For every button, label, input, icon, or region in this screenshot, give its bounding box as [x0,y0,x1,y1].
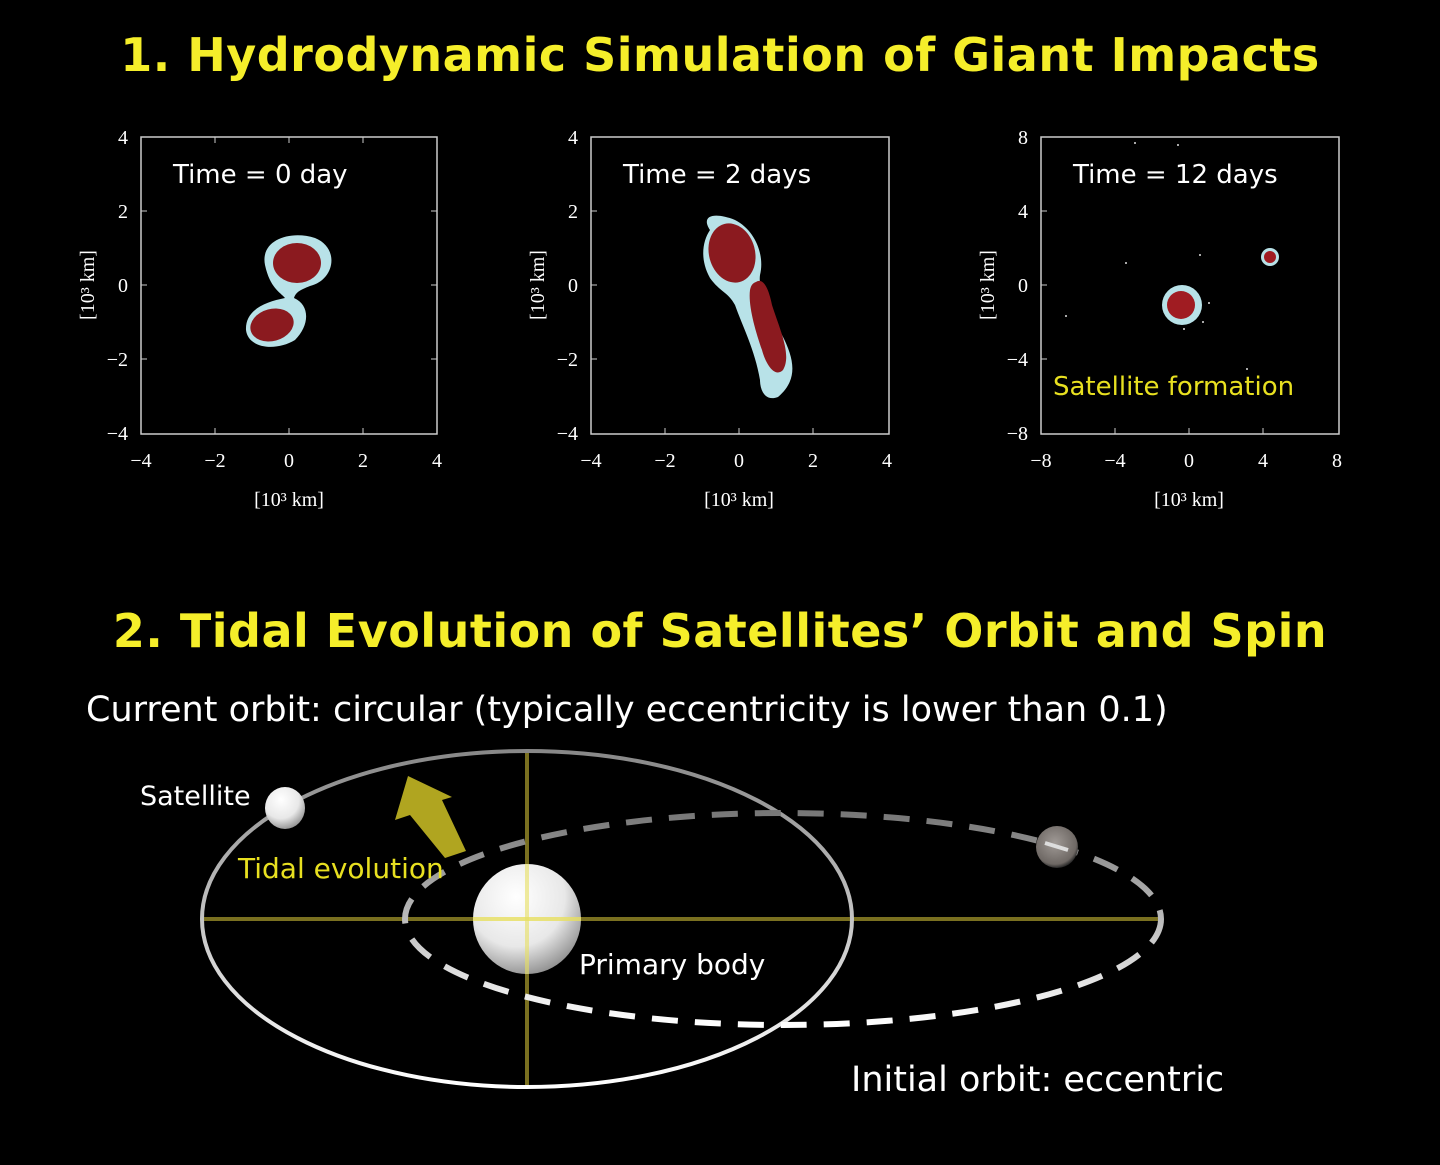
svg-text:−2: −2 [107,349,128,371]
satellite [265,787,305,829]
svg-text:−2: −2 [204,450,225,472]
y-axis-label: [10³ km] [527,250,549,320]
svg-text:−8: −8 [1007,423,1028,445]
svg-text:−4: −4 [1104,450,1125,472]
initial-orbit-label: Initial orbit: eccentric [851,1060,1224,1100]
svg-text:4: 4 [568,127,578,149]
svg-text:2: 2 [568,201,578,223]
sim-panel-day2: 4 2 0 −2 −4 −4 −2 0 2 4 [10³ km] [10³ km… [510,120,930,520]
svg-text:4: 4 [1258,450,1268,472]
primary-body-label: Primary body [579,948,765,981]
svg-text:−8: −8 [1030,450,1051,472]
svg-text:0: 0 [284,450,294,472]
y-axis-label: [10³ km] [977,250,999,320]
orbit-diagram: Satellite Tidal evolution Primary body I… [140,749,1224,1100]
svg-text:4: 4 [1018,201,1028,223]
svg-text:−4: −4 [557,423,578,445]
impact-bodies [703,215,793,399]
sim-panel-day12: 8 4 0 −4 −8 −8 −4 0 4 8 [10³ km] [10³ km… [960,120,1380,520]
tidal-evolution-arrow [395,776,466,858]
section1-title: 1. Hydrodynamic Simulation of Giant Impa… [120,28,1320,82]
svg-text:−2: −2 [654,450,675,472]
tidal-evolution-label: Tidal evolution [237,852,444,885]
section2-title: 2. Tidal Evolution of Satellites’ Orbit … [112,604,1328,658]
svg-text:4: 4 [882,450,892,472]
svg-text:−2: −2 [557,349,578,371]
x-axis-label: [10³ km] [1154,489,1224,511]
current-orbit-subtitle: Current orbit: circular (typically eccen… [86,690,1168,730]
svg-text:−4: −4 [580,450,601,472]
svg-text:0: 0 [734,450,744,472]
svg-text:−4: −4 [107,423,128,445]
svg-text:0: 0 [118,275,128,297]
time-label: Time = 2 days [622,160,811,190]
svg-text:8: 8 [1018,127,1028,149]
sim-panel-day0: 4 2 0 −2 −4 −4 −2 0 2 4 [10³ km] [10³ km… [60,120,480,520]
svg-text:−4: −4 [1007,349,1028,371]
svg-text:2: 2 [358,450,368,472]
impact-bodies [245,235,332,347]
svg-text:8: 8 [1332,450,1342,472]
time-label: Time = 0 day [172,160,348,190]
x-tick-labels: −4 −2 0 2 4 [130,450,442,472]
svg-text:0: 0 [568,275,578,297]
svg-text:4: 4 [118,127,128,149]
y-axis-label: [10³ km] [77,250,99,320]
satellite-label: Satellite [140,781,251,812]
svg-text:2: 2 [808,450,818,472]
svg-text:0: 0 [1184,450,1194,472]
satellite-formation-label: Satellite formation [1053,372,1294,402]
x-axis-label: [10³ km] [254,489,324,511]
x-axis-label: [10³ km] [704,489,774,511]
y-tick-labels: 4 2 0 −2 −4 [107,127,128,445]
orbit-axes [203,752,1160,1087]
svg-text:−4: −4 [130,450,151,472]
current-orbit [200,749,854,1089]
svg-text:0: 0 [1018,275,1028,297]
time-label: Time = 12 days [1072,160,1278,190]
svg-text:2: 2 [118,201,128,223]
svg-text:4: 4 [432,450,442,472]
primary-and-satellite [1065,142,1279,370]
initial-orbit [402,810,1164,1028]
